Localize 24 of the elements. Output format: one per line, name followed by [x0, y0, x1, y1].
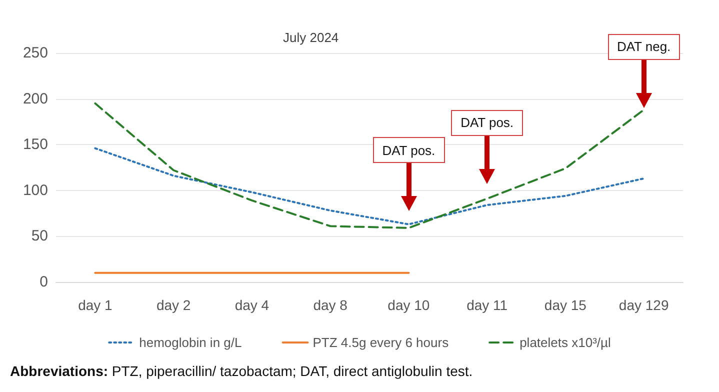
y-tick-label: 0	[40, 274, 48, 290]
legend-label: hemoglobin in g/L	[139, 335, 242, 350]
x-tick-label: day 129	[618, 297, 669, 313]
annotation: DAT pos.	[372, 137, 445, 163]
x-tick-label: day 15	[544, 297, 587, 313]
x-tick-label: day 8	[313, 297, 348, 313]
x-tick-label: day 10	[388, 297, 430, 313]
y-tick-label: 100	[22, 182, 48, 199]
y-tick-label: 250	[22, 44, 48, 62]
y-tick-label: 150	[22, 136, 48, 154]
chart-title: July 2024	[283, 30, 339, 45]
y-tick-label: 200	[22, 90, 48, 108]
annotation: DAT neg.	[608, 34, 680, 60]
legend-label: PTZ 4.5g every 6 hours	[312, 335, 450, 350]
legend-label: platelets x10³/µl	[520, 335, 611, 350]
x-tick-label: day 2	[156, 297, 191, 313]
line-series	[94, 147, 645, 226]
x-tick-label: day 11	[466, 297, 508, 313]
annotation: DAT pos.	[451, 110, 524, 136]
x-tick-label: day 1	[78, 297, 113, 313]
y-tick-label: 50	[31, 228, 48, 245]
text: Abbreviations: PTZ, piperacillin/ tazobactam; DAT, direct antiglobulin test.	[10, 363, 473, 379]
line-series	[94, 102, 645, 229]
x-tick-label: day 4	[234, 297, 270, 313]
